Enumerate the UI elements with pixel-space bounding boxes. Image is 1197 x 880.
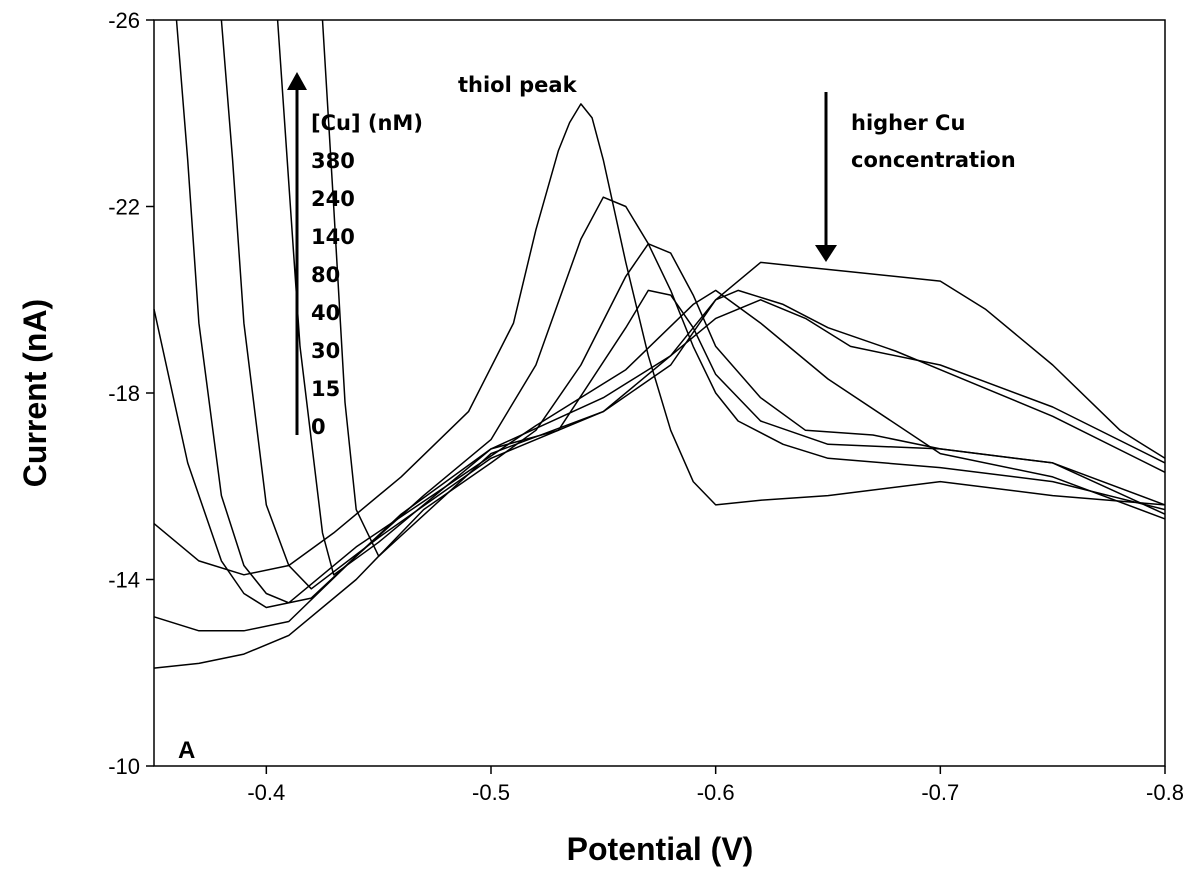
y-tick-label: -22: [108, 195, 140, 220]
concentration-item: 240: [311, 187, 355, 211]
series-group: [153, 19, 1166, 669]
x-axis-title: Potential (V): [567, 831, 754, 867]
axis-ticks: -0.4 -0.5 -0.6 -0.7 -0.8 -10 -14 -18 -22 -26: [108, 8, 1184, 805]
series-line-3: [153, 243, 1166, 669]
concentration-header: [Cu] (nM): [311, 111, 423, 135]
series-line-5: [175, 19, 1166, 604]
concentration-item: 140: [311, 225, 355, 249]
concentration-item: 30: [311, 339, 340, 363]
concentration-item: 15: [311, 377, 340, 401]
series-line-4: [153, 289, 1166, 609]
x-tick-label: -0.4: [247, 780, 285, 805]
concentration-item: 0: [311, 415, 326, 439]
series-line-7: [276, 19, 1166, 576]
right-arrow-text-line2: concentration: [851, 148, 1016, 172]
left-arrow-head: [287, 72, 307, 90]
concentration-item: 40: [311, 301, 340, 325]
right-arrow-text-line1: higher Cu: [851, 111, 965, 135]
series-line-2: [153, 196, 1166, 632]
peak-label: thiol peak: [458, 73, 578, 97]
series-line-6: [220, 19, 1166, 590]
y-tick-label: -14: [108, 568, 140, 593]
y-tick-label: -26: [108, 8, 140, 33]
right-arrow-head: [815, 245, 837, 262]
y-axis-title: Current (nA): [17, 299, 53, 487]
concentration-item: 80: [311, 263, 340, 287]
x-tick-label: -0.8: [1146, 780, 1184, 805]
y-tick-label: -10: [108, 754, 140, 779]
x-tick-label: -0.5: [472, 780, 510, 805]
x-tick-label: -0.6: [697, 780, 735, 805]
series-line-1: [153, 103, 1166, 576]
concentration-item: 380: [311, 149, 355, 173]
panel-label: A: [178, 737, 195, 764]
series-line-8: [321, 19, 1166, 557]
concentration-list: 380 240 140 80 40 30 15 0: [311, 149, 355, 439]
y-tick-label: -18: [108, 381, 140, 406]
x-tick-label: -0.7: [921, 780, 959, 805]
